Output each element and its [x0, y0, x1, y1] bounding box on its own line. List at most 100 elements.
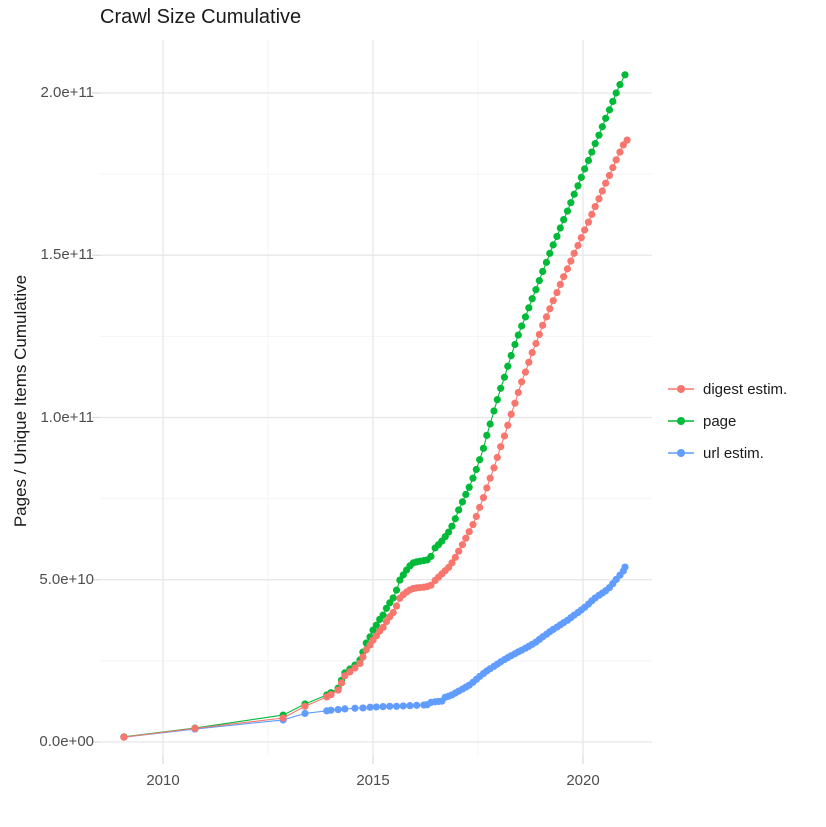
- data-point: [549, 241, 557, 249]
- data-point: [479, 444, 488, 452]
- data-point: [445, 528, 453, 536]
- data-point: [362, 646, 370, 654]
- data-point: [542, 313, 551, 321]
- data-point: [595, 195, 603, 203]
- data-point: [525, 304, 533, 312]
- data-point: [514, 388, 522, 397]
- data-point: [511, 340, 519, 349]
- legend-key-page-icon: [668, 417, 694, 425]
- data-point: [602, 179, 610, 187]
- data-point: [528, 295, 536, 303]
- data-point: [574, 182, 582, 190]
- legend-key-digest-icon: [668, 385, 694, 393]
- legend-item-digest: digest estim.: [666, 379, 787, 399]
- data-point: [406, 702, 414, 710]
- data-point: [120, 733, 128, 741]
- data-point: [448, 559, 456, 567]
- data-point: [528, 349, 536, 357]
- data-point: [605, 171, 614, 180]
- data-point: [366, 703, 374, 711]
- data-point: [493, 396, 501, 404]
- data-point: [427, 552, 435, 560]
- data-point: [595, 131, 603, 139]
- y-tick-label-200: 2.0e+11: [40, 84, 94, 101]
- data-point: [382, 604, 391, 612]
- data-point: [479, 494, 488, 502]
- legend-item-page: page: [666, 411, 787, 431]
- data-point: [521, 313, 530, 321]
- y-tick-label-100: 1.0e+11: [40, 408, 94, 426]
- legend: digest estim. page url estim.: [666, 379, 787, 475]
- data-point: [511, 399, 519, 407]
- data-point: [465, 528, 473, 536]
- series-line-urlestim: [123, 566, 626, 738]
- data-point: [458, 541, 467, 549]
- x-tick-label-2020: 2020: [566, 772, 600, 789]
- data-point: [602, 114, 610, 122]
- data-point: [486, 474, 494, 482]
- data-point: [542, 258, 551, 266]
- data-point: [549, 297, 557, 305]
- data-point: [490, 464, 498, 472]
- data-point: [379, 611, 387, 619]
- data-point: [535, 276, 543, 285]
- data-point: [560, 273, 568, 281]
- data-point: [413, 701, 421, 709]
- data-point: [279, 714, 287, 722]
- chart-title: Crawl Size Cumulative: [100, 6, 302, 28]
- data-point: [609, 97, 617, 106]
- data-point: [472, 512, 480, 521]
- data-point: [497, 443, 505, 451]
- data-point: [341, 672, 349, 680]
- data-point: [574, 241, 582, 250]
- data-point: [372, 621, 380, 629]
- data-point: [584, 156, 593, 165]
- data-point: [493, 453, 501, 462]
- data-point: [486, 420, 494, 428]
- data-point: [532, 286, 540, 294]
- data-point: [535, 330, 543, 339]
- data-point: [539, 321, 547, 329]
- legend-dot: [677, 417, 685, 425]
- y-axis-title: Pages / Unique Items Cumulative: [11, 274, 30, 528]
- legend-label-digest: digest estim.: [703, 380, 788, 398]
- data-point: [334, 686, 342, 694]
- data-point: [577, 234, 585, 242]
- series-line-page: [123, 74, 626, 738]
- data-point: [605, 106, 614, 114]
- legend-key-url-icon: [668, 449, 694, 457]
- data-point: [389, 608, 397, 617]
- data-point: [623, 136, 631, 144]
- data-point: [532, 339, 540, 348]
- data-point: [392, 602, 401, 610]
- data-point: [301, 709, 309, 718]
- data-point: [301, 702, 309, 710]
- x-tick-label-2010: 2010: [146, 772, 180, 789]
- data-point: [379, 623, 387, 632]
- data-point: [351, 664, 359, 672]
- data-point: [451, 515, 459, 523]
- data-point: [462, 490, 470, 499]
- data-point: [567, 257, 575, 265]
- data-point: [497, 384, 505, 392]
- data-point: [556, 224, 564, 232]
- legend-label-url: url estim.: [703, 444, 764, 462]
- data-point: [341, 705, 349, 713]
- data-point: [476, 503, 484, 511]
- data-point: [191, 724, 199, 732]
- y-tick-label-0: 0.0e+00: [39, 733, 94, 750]
- data-point: [584, 218, 593, 226]
- x-tick-label-2015: 2015: [356, 772, 390, 789]
- data-point: [570, 190, 578, 198]
- data-point: [560, 215, 568, 224]
- data-point: [588, 210, 596, 218]
- data-point: [504, 421, 512, 429]
- data-point: [327, 706, 335, 714]
- legend-dot: [677, 385, 685, 393]
- data-point: [389, 594, 397, 602]
- data-point: [621, 71, 629, 79]
- data-point: [483, 431, 491, 439]
- data-point: [616, 148, 624, 156]
